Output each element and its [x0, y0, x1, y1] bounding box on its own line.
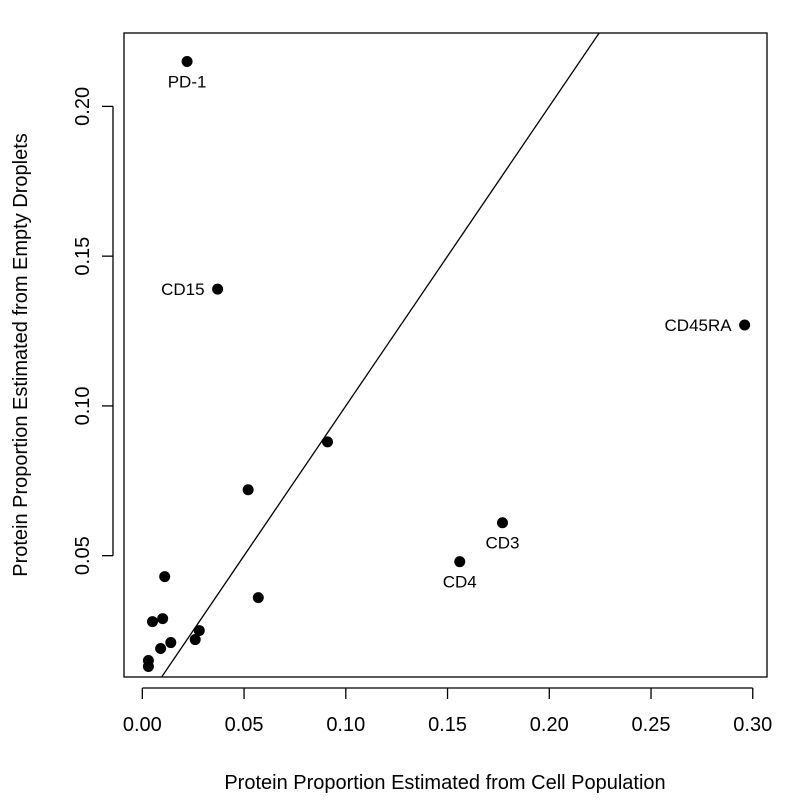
- y-axis-label: Protein Proportion Estimated from Empty …: [10, 133, 32, 577]
- x-tick-label: 0.30: [733, 714, 772, 736]
- data-point: [739, 319, 751, 331]
- data-point: [157, 613, 169, 625]
- y-tick-label: 0.15: [72, 237, 94, 276]
- y-tick-label: 0.10: [72, 386, 94, 425]
- x-tick-label: 0.05: [225, 714, 264, 736]
- identity-line: [160, 33, 600, 677]
- y-axis: 0.05 0.10 0.15 0.20: [72, 87, 114, 575]
- point-label: CD15: [161, 280, 204, 299]
- x-axis: 0.00 0.05 0.10 0.15 0.20 0.25 0.30: [123, 687, 772, 736]
- data-point: [212, 283, 224, 295]
- data-point: [252, 592, 264, 604]
- data-point: [193, 625, 205, 637]
- x-tick-label: 0.00: [123, 714, 162, 736]
- x-tick-label: 0.10: [326, 714, 365, 736]
- data-point: [142, 661, 154, 673]
- data-point: [155, 643, 167, 655]
- point-label: CD45RA: [665, 316, 733, 335]
- data-point: [146, 616, 158, 628]
- data-point: [454, 556, 466, 568]
- data-point: [181, 55, 193, 67]
- x-axis-label: Protein Proportion Estimated from Cell P…: [224, 772, 665, 794]
- data-point: [159, 571, 171, 583]
- y-tick-label: 0.20: [72, 87, 94, 126]
- data-point: [165, 637, 177, 649]
- data-point: [242, 484, 254, 496]
- plot-area: PD-1 CD15 CD45RA CD3 CD4: [142, 33, 751, 677]
- point-label: PD-1: [168, 72, 207, 91]
- point-label: CD3: [485, 534, 519, 553]
- x-tick-label: 0.15: [428, 714, 467, 736]
- plot-frame: [123, 32, 768, 678]
- data-point: [321, 436, 333, 448]
- data-point: [496, 517, 508, 529]
- data-point: [189, 634, 201, 646]
- x-tick-label: 0.25: [632, 714, 671, 736]
- point-label: CD4: [443, 573, 477, 592]
- x-tick-label: 0.20: [530, 714, 569, 736]
- y-tick-label: 0.05: [72, 536, 94, 575]
